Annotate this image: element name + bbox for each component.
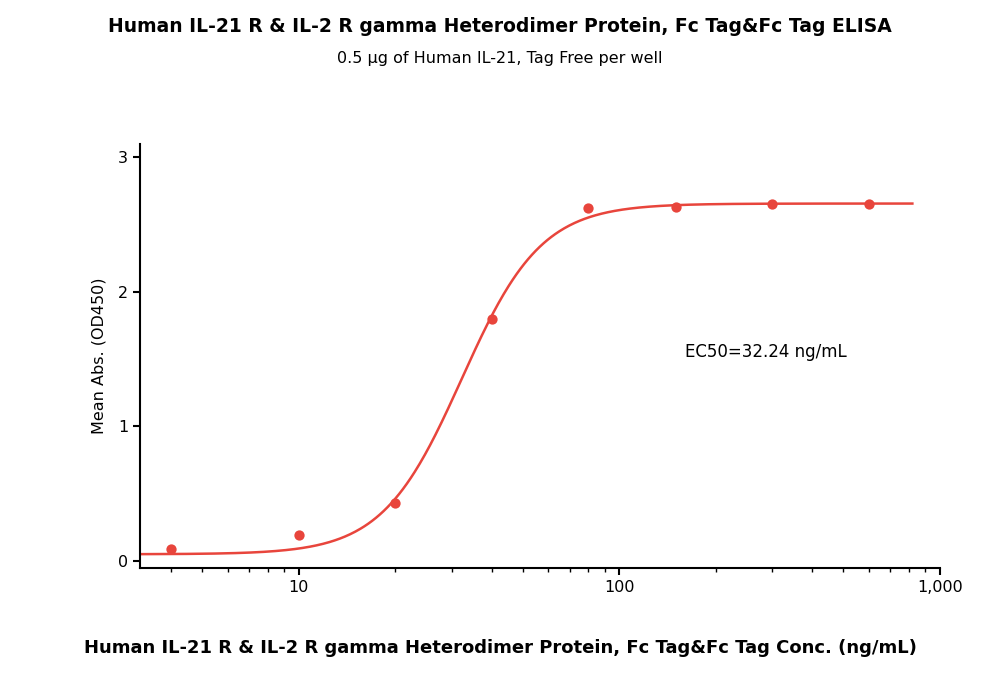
Point	[291, 530, 307, 541]
Point	[580, 202, 596, 213]
Text: Human IL-21 R & IL-2 R gamma Heterodimer Protein, Fc Tag&Fc Tag ELISA: Human IL-21 R & IL-2 R gamma Heterodimer…	[108, 17, 892, 36]
Point	[163, 543, 179, 554]
Text: EC50=32.24 ng/mL: EC50=32.24 ng/mL	[685, 343, 847, 361]
Point	[861, 199, 877, 210]
Point	[668, 202, 684, 213]
Point	[484, 313, 500, 324]
Text: 0.5 μg of Human IL-21, Tag Free per well: 0.5 μg of Human IL-21, Tag Free per well	[337, 51, 663, 66]
Point	[764, 199, 780, 210]
Text: Human IL-21 R & IL-2 R gamma Heterodimer Protein, Fc Tag&Fc Tag Conc. (ng/mL): Human IL-21 R & IL-2 R gamma Heterodimer…	[84, 639, 916, 657]
Point	[387, 498, 403, 509]
Y-axis label: Mean Abs. (OD450): Mean Abs. (OD450)	[92, 278, 107, 434]
